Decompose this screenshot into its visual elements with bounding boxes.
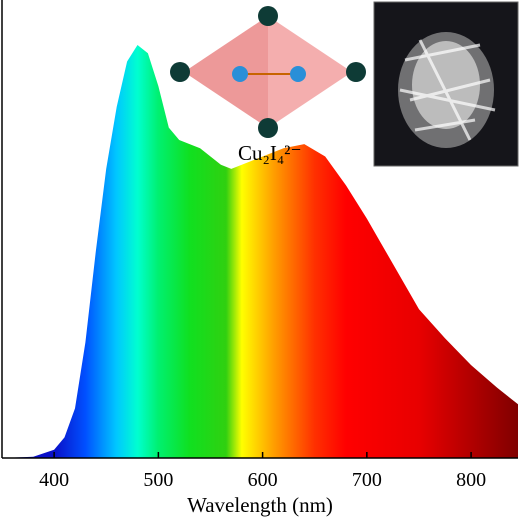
spectrum-area [2,45,518,458]
atom [258,118,278,138]
atom [170,62,190,82]
crystals [399,39,496,141]
octahedron-face [184,16,268,128]
atom [290,66,306,82]
photo-inset [373,1,519,167]
x-tick-label: 600 [248,469,278,491]
atom [258,6,278,26]
x-tick-label: 400 [39,469,69,491]
crystals [412,41,480,129]
plot-area: 400 500 600 700 800 Wavelength (nm) [1,0,518,517]
x-tick-label: 800 [456,469,486,491]
molecule-diagram: Cu₂I₄²⁻ [170,6,366,165]
x-axis-label: Wavelength (nm) [187,493,333,517]
annotation: Cu₂I₄²⁻ [238,141,302,165]
atom [232,66,248,82]
x-tick-label: 700 [352,469,382,491]
x-tick-label: 500 [143,469,173,491]
atom [346,62,366,82]
